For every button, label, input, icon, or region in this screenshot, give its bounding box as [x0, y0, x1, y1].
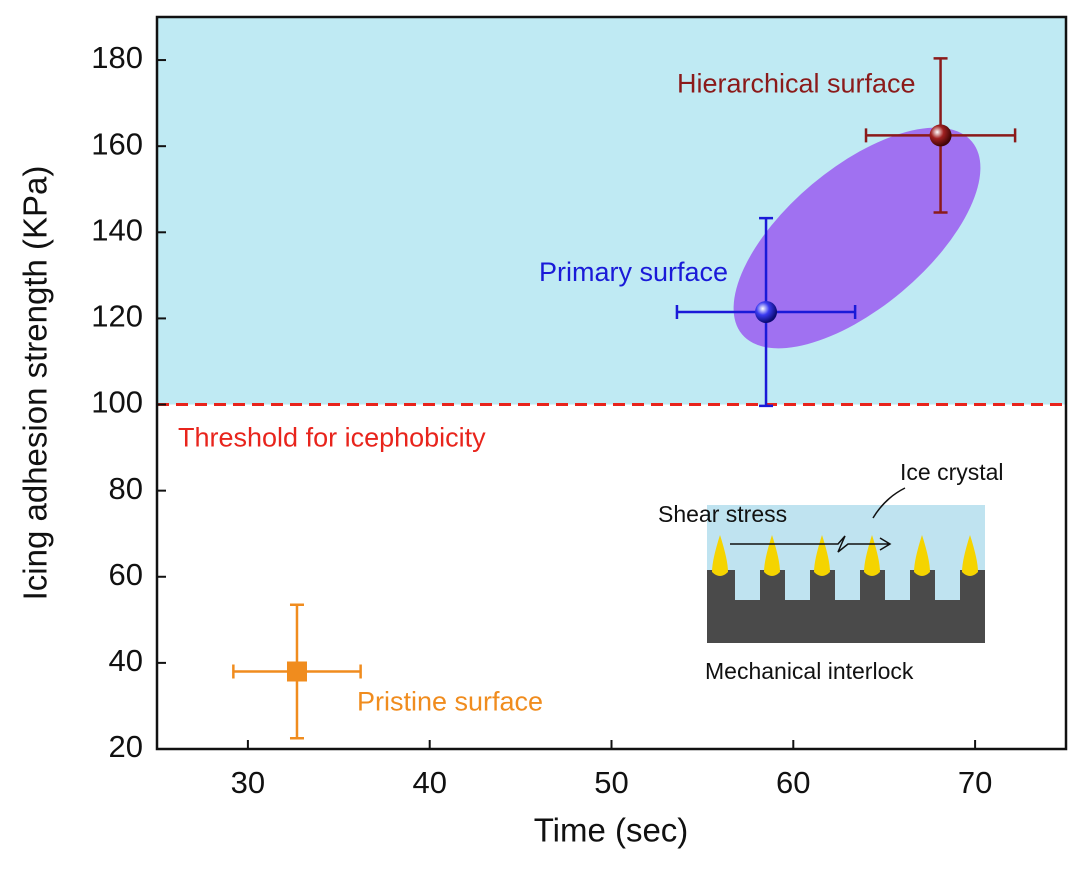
y-tick-label: 80: [109, 471, 143, 506]
notch: [835, 570, 860, 600]
series-label: Primary surface: [539, 257, 728, 287]
y-tick-label: 180: [91, 40, 143, 75]
series-label: Pristine surface: [357, 687, 543, 717]
y-tick-label: 160: [91, 126, 143, 161]
shear-arrow: [730, 535, 892, 553]
y-tick-label: 60: [109, 557, 143, 592]
y-tick-label: 20: [109, 729, 143, 764]
droplet: [712, 535, 728, 576]
droplet: [864, 535, 880, 576]
y-tick-label: 140: [91, 212, 143, 247]
y-tick-label: 100: [91, 385, 143, 420]
inset-label: Ice crystal: [900, 459, 1004, 485]
droplet: [814, 535, 830, 576]
x-tick-label: 60: [776, 765, 810, 800]
marker: [286, 661, 307, 682]
x-tick-label: 30: [231, 765, 265, 800]
x-tick-label: 50: [594, 765, 628, 800]
y-tick-label: 120: [91, 299, 143, 334]
y-tick-label: 40: [109, 643, 143, 678]
x-tick-label: 70: [958, 765, 992, 800]
droplet: [914, 535, 930, 576]
plot-layer: Threshold for icephobicity 30 40 50 60 70 20 40…: [91, 40, 1066, 800]
pointer: [872, 487, 906, 519]
y-axis-title: Icing adhesion strength (KPa): [17, 166, 54, 601]
notch: [735, 570, 760, 600]
x-axis-title: Time (sec): [534, 812, 689, 849]
inset-label: Shear stress: [658, 501, 787, 527]
droplet: [764, 535, 780, 576]
series-label: Hierarchical surface: [677, 69, 916, 99]
ice-layer: [707, 505, 985, 573]
x-tick-label: 40: [412, 765, 446, 800]
inset-diagram: Ice crystal Shear stress Mechanical inte…: [658, 459, 1004, 684]
inset-label: Mechanical interlock: [705, 658, 914, 684]
droplet: [962, 535, 978, 576]
notch: [785, 570, 810, 600]
notch: [935, 570, 960, 600]
notch: [885, 570, 910, 600]
marker: [929, 124, 952, 147]
threshold-label: Threshold for icephobicity: [178, 423, 486, 453]
plot-frame: [155, 15, 1068, 751]
marker: [755, 300, 778, 323]
cluster-ellipse: [733, 127, 981, 349]
